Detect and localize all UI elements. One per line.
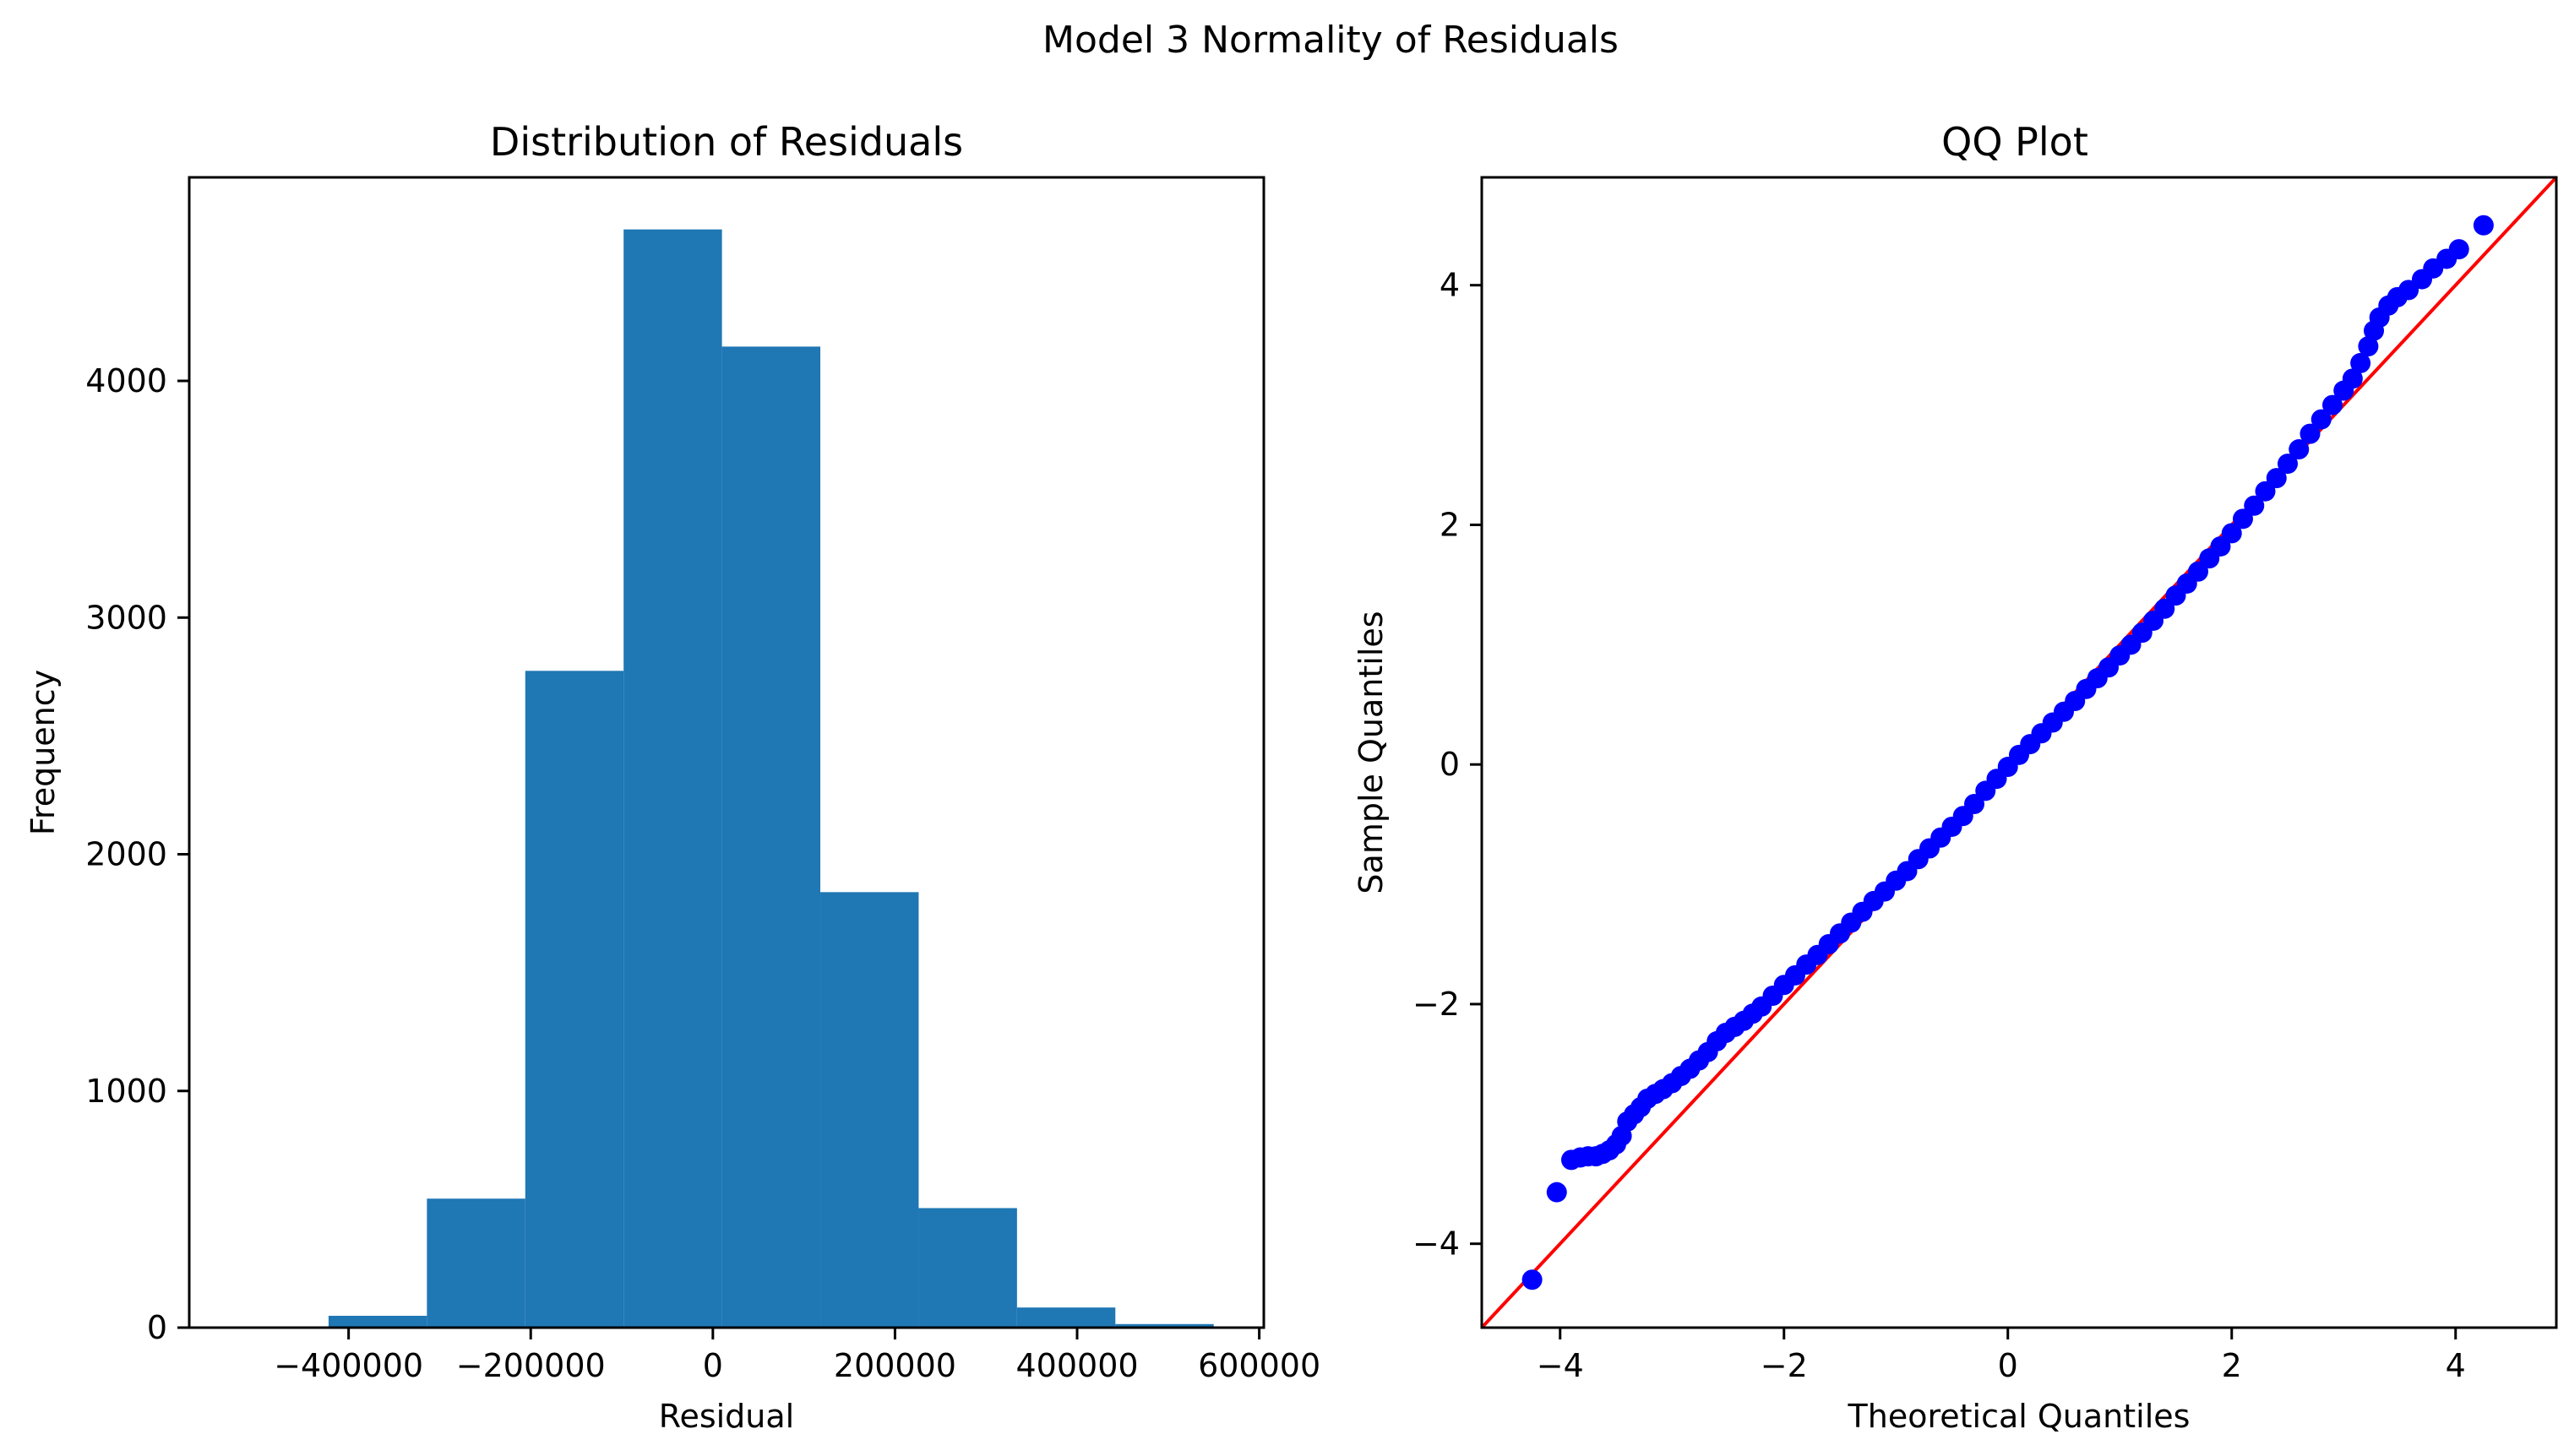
qq-point [2473, 215, 2494, 236]
qq-y-tick-label: −4 [1412, 1225, 1460, 1263]
qq-point [2154, 598, 2175, 619]
qq-point [2221, 523, 2242, 544]
histogram-bar [328, 1315, 427, 1328]
qq-x-ticks: −4 −2 0 2 4 [1537, 1328, 2466, 1384]
histogram-bar [623, 229, 722, 1328]
qq-x-tick-label: −2 [1761, 1347, 1808, 1384]
qq-point [2448, 239, 2469, 260]
qq-point [2342, 368, 2363, 389]
histogram-bar [721, 346, 821, 1328]
histogram-panel: Distribution of Residuals −400000 −200000… [24, 119, 1320, 1435]
qq-point [1521, 1269, 1543, 1290]
histogram-bar [820, 892, 919, 1328]
histogram-y-tick-label: 0 [147, 1309, 167, 1346]
qq-y-tick-label: 2 [1440, 506, 1460, 543]
qq-point [2300, 423, 2321, 444]
histogram-y-tick-label: 1000 [85, 1073, 167, 1110]
qq-point [2188, 561, 2208, 582]
histogram-x-tick-label: −200000 [456, 1347, 606, 1384]
histogram-y-tick-label: 2000 [85, 836, 167, 873]
qq-x-tick-label: −4 [1537, 1347, 1584, 1384]
histogram-y-ticks: 0 1000 2000 3000 4000 [85, 362, 189, 1346]
histogram-y-tick-label: 4000 [85, 362, 167, 399]
histogram-x-tick-label: 0 [703, 1347, 723, 1384]
qq-x-axis-label: Theoretical Quantiles [1848, 1398, 2191, 1435]
qq-point [2289, 439, 2310, 460]
qq-plot-title: QQ Plot [1941, 119, 2088, 165]
qq-point [2310, 409, 2332, 430]
histogram-y-axis-label: Frequency [24, 670, 62, 835]
qq-point [2244, 495, 2265, 516]
histogram-x-tick-label: −400000 [274, 1347, 423, 1384]
histogram-bar [918, 1208, 1017, 1328]
qq-x-tick-label: 4 [2446, 1347, 2466, 1384]
qq-point [2358, 336, 2379, 357]
qq-point [2266, 468, 2287, 489]
histogram-x-ticks: −400000 −200000 0 200000 400000 600000 [274, 1328, 1320, 1384]
qq-point [2233, 508, 2253, 530]
qq-point [2278, 454, 2298, 475]
qq-point [2255, 481, 2276, 502]
qq-points [1521, 215, 2494, 1290]
qq-y-axis-label: Sample Quantiles [1353, 611, 1390, 894]
qq-y-ticks: −4 −2 0 2 4 [1412, 267, 1482, 1263]
figure-suptitle: Model 3 Normality of Residuals [1042, 19, 1619, 62]
qq-point [1964, 794, 1984, 815]
histogram-bar [525, 671, 624, 1328]
qq-plot-panel: QQ Plot −4 −2 0 2 4 −4 −2 0 2 4 Theoretical Quan… [1353, 119, 2558, 1435]
histogram-x-tick-label: 400000 [1015, 1347, 1138, 1384]
histogram-x-tick-label: 200000 [834, 1347, 956, 1384]
histogram-bars [328, 229, 1214, 1328]
histogram-x-tick-label: 600000 [1198, 1347, 1320, 1384]
histogram-title: Distribution of Residuals [490, 119, 963, 165]
qq-plot-frame [1480, 176, 2558, 1329]
qq-x-tick-label: 0 [1998, 1347, 2018, 1384]
histogram-frame [188, 176, 1265, 1329]
histogram-x-axis-label: Residual [659, 1398, 794, 1435]
histogram-bar [1115, 1323, 1214, 1328]
qq-y-tick-label: −2 [1412, 986, 1460, 1023]
histogram-bar [427, 1198, 525, 1328]
qq-point [1546, 1182, 1567, 1203]
qq-point [2350, 352, 2371, 373]
histogram-y-tick-label: 3000 [85, 599, 167, 636]
qq-y-tick-label: 0 [1440, 746, 1460, 783]
histogram-bar [1016, 1307, 1116, 1328]
qq-x-tick-label: 2 [2222, 1347, 2242, 1384]
qq-y-tick-label: 4 [1440, 267, 1460, 304]
qq-point [2322, 394, 2343, 416]
qq-point [2210, 535, 2231, 557]
